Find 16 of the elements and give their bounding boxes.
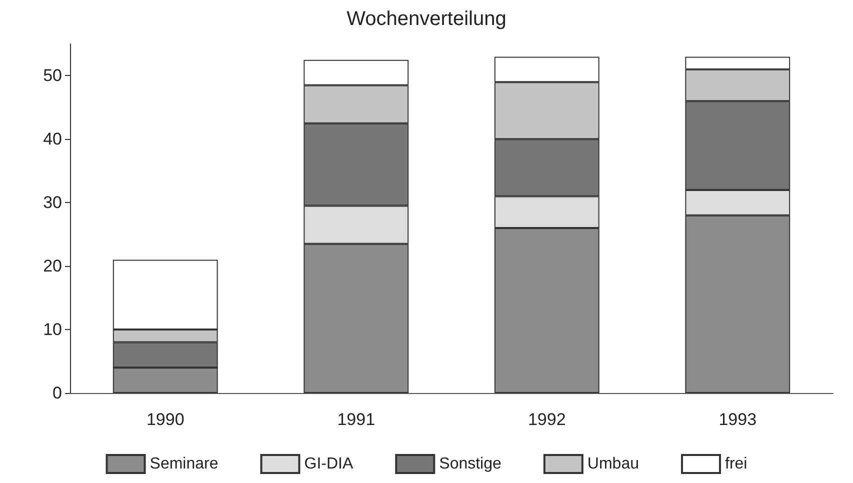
x-tick-label: 1991 xyxy=(337,410,376,429)
legend-label: frei xyxy=(724,456,748,472)
y-tick-label: 20 xyxy=(43,256,62,276)
y-tick-label: 40 xyxy=(43,130,62,149)
legend-label: Umbau xyxy=(587,456,639,472)
y-tick-label: 50 xyxy=(43,66,62,86)
x-tick-label: 1992 xyxy=(528,410,566,429)
y-tick-label: 0 xyxy=(52,384,62,402)
legend-label: Sonstige xyxy=(439,456,502,472)
y-tick-label: 10 xyxy=(43,320,62,340)
y-tick-label: 30 xyxy=(43,193,62,212)
chart-title: Wochenverteilung xyxy=(346,8,506,30)
legend-label: GI-DIA xyxy=(304,456,354,472)
x-tick-label: 1993 xyxy=(718,410,757,429)
x-tick-label: 1990 xyxy=(146,410,184,429)
legend-label: Seminare xyxy=(150,456,218,472)
